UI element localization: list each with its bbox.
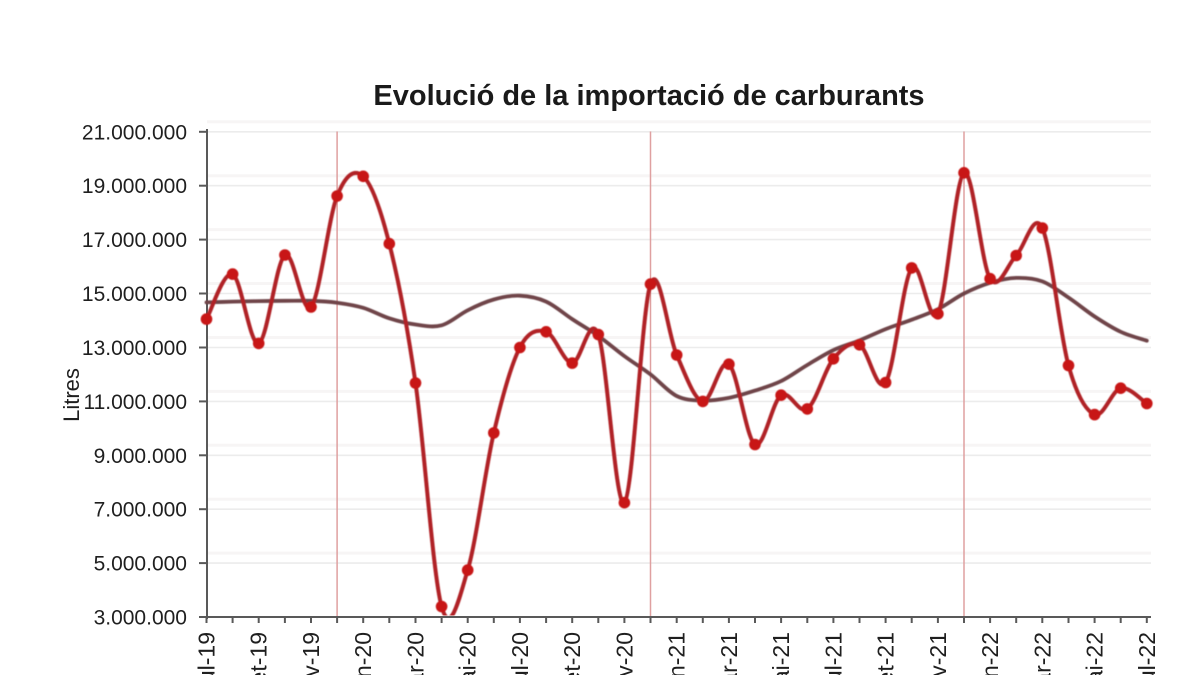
svg-text:mai-22: mai-22 (1082, 632, 1108, 675)
svg-text:set-21: set-21 (873, 632, 899, 675)
svg-text:gen-20: gen-20 (350, 632, 376, 675)
svg-text:jul-21: jul-21 (820, 632, 846, 675)
svg-text:7.000.000: 7.000.000 (94, 499, 187, 522)
svg-text:3.000.000: 3.000.000 (94, 607, 187, 630)
svg-text:mai-20: mai-20 (455, 632, 481, 675)
svg-text:11.000.000: 11.000.000 (83, 391, 187, 414)
svg-text:jul-22: jul-22 (1134, 632, 1160, 675)
svg-text:15.000.000: 15.000.000 (82, 283, 187, 306)
svg-text:nov-21: nov-21 (925, 632, 951, 675)
svg-text:21.000.000: 21.000.000 (82, 121, 187, 144)
svg-text:19.000.000: 19.000.000 (82, 175, 187, 198)
svg-text:mar-22: mar-22 (1029, 632, 1055, 675)
svg-text:Litres: Litres (59, 368, 84, 422)
svg-text:jul-20: jul-20 (507, 632, 533, 675)
svg-text:9.000.000: 9.000.000 (94, 445, 187, 468)
svg-text:mar-20: mar-20 (403, 632, 429, 675)
svg-text:17.000.000: 17.000.000 (82, 229, 187, 252)
svg-text:Evolució de la importació de c: Evolució de la importació de carburants (373, 80, 924, 112)
svg-text:gen-21: gen-21 (664, 632, 690, 675)
svg-text:nov-20: nov-20 (611, 632, 637, 675)
svg-text:set-20: set-20 (559, 632, 585, 675)
svg-text:set-19: set-19 (246, 632, 272, 675)
svg-text:nov-19: nov-19 (298, 632, 324, 675)
svg-text:mai-21: mai-21 (768, 632, 794, 675)
svg-text:13.000.000: 13.000.000 (82, 337, 187, 360)
svg-text:5.000.000: 5.000.000 (94, 553, 187, 576)
svg-text:gen-22: gen-22 (977, 632, 1003, 675)
svg-text:mar-21: mar-21 (716, 632, 742, 675)
svg-text:jul-19: jul-19 (194, 632, 220, 675)
